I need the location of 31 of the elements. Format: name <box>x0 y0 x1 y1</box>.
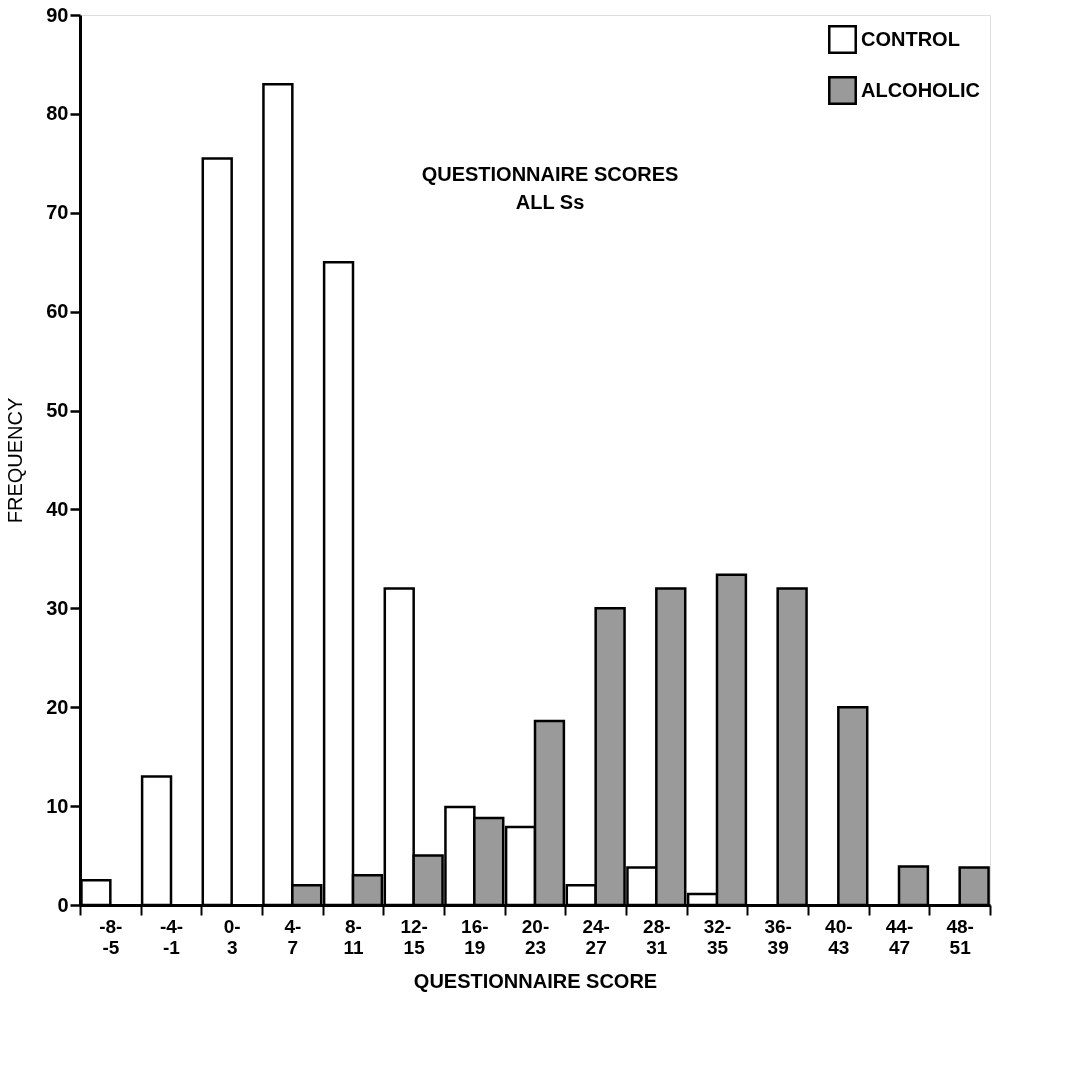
text: QUESTIONNAIRE SCORES <box>421 163 679 185</box>
x-tick-label: 32- 35 <box>703 915 732 958</box>
x-tick-label: 24- 27 <box>582 915 610 958</box>
x-tick-label: 36- 39 <box>764 915 792 958</box>
x-tick-label: -8- -5 <box>99 915 123 958</box>
y-tick-label: 0 <box>57 893 69 916</box>
y-tick-label: 10 <box>46 794 69 817</box>
y-axis-title: FREQUENCY <box>4 397 27 524</box>
y-tick-label: 20 <box>46 695 69 718</box>
x-axis-title: QUESTIONNAIRE SCORE <box>413 969 658 992</box>
x-tick-label: 48- 51 <box>946 915 974 958</box>
y-tick-label: 50 <box>46 399 69 422</box>
y-tick-label: 90 <box>46 3 69 26</box>
x-tick-label: -4- -1 <box>159 915 184 958</box>
y-tick-label: 60 <box>46 300 69 323</box>
x-tick-label: 28- 31 <box>643 915 671 958</box>
y-tick-label: 30 <box>46 596 69 619</box>
legend-label: CONTROL <box>861 27 960 50</box>
x-tick-label: 8- 11 <box>343 915 364 958</box>
y-tick-label: 80 <box>46 102 69 125</box>
text: ALL Ss <box>515 191 585 213</box>
x-tick-label: 16- 19 <box>461 915 489 958</box>
x-tick-label: 0- 3 <box>223 915 241 958</box>
x-tick-label: 40- 43 <box>825 915 853 958</box>
y-tick-label: 70 <box>46 201 69 224</box>
x-tick-label: 20- 23 <box>521 915 550 958</box>
x-tick-label: 44- 47 <box>885 915 914 958</box>
x-tick-label: 4- 7 <box>284 915 302 958</box>
x-tick-label: 12- 15 <box>400 915 428 958</box>
y-tick-label: 40 <box>46 497 69 520</box>
legend-label: ALCOHOLIC <box>861 78 980 101</box>
